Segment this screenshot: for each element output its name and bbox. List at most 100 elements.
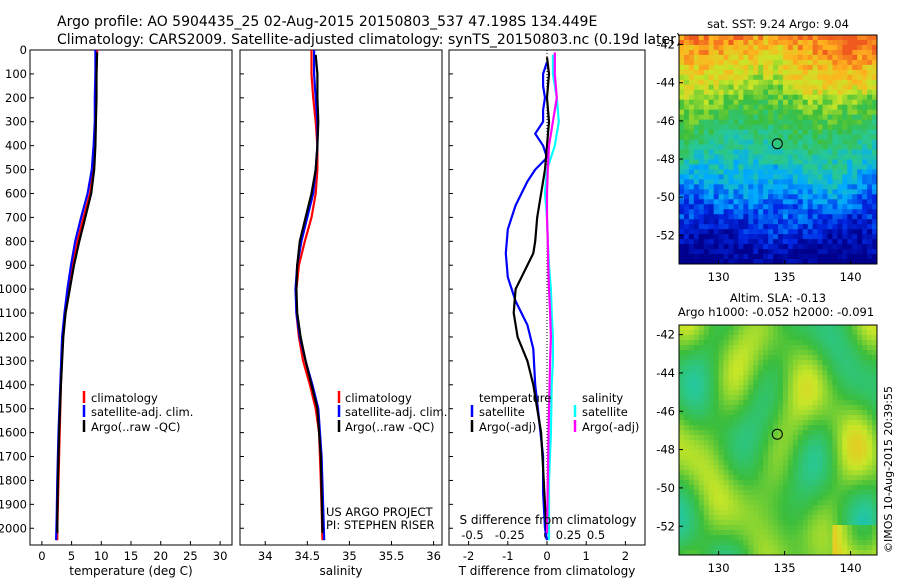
heatmap-cell: [802, 520, 809, 526]
heatmap-cell: [797, 380, 804, 386]
heatmap-cell: [867, 59, 873, 66]
heatmap-cell: [713, 169, 719, 175]
heatmap-cell: [703, 179, 710, 185]
heatmap-cell: [703, 450, 710, 456]
heatmap-cell: [748, 49, 754, 56]
heatmap-cell: [807, 445, 814, 451]
heatmap-cell: [857, 375, 863, 381]
heatmap-cell: [832, 44, 838, 51]
heatmap-cell: [733, 500, 739, 506]
heatmap-cell: [728, 134, 734, 140]
heatmap-cell: [738, 525, 744, 531]
heatmap-cell: [797, 485, 804, 491]
heatmap-cell: [792, 134, 799, 140]
heatmap-cell: [832, 99, 838, 106]
heatmap-cell: [837, 194, 843, 200]
heatmap-cell: [683, 405, 690, 411]
heatmap-cell: [738, 430, 744, 436]
heatmap-cell: [807, 219, 814, 225]
heatmap-cell: [713, 445, 719, 451]
heatmap-cell: [753, 204, 759, 210]
heatmap-cell: [693, 335, 700, 341]
heatmap-cell: [867, 395, 873, 401]
heatmap-cell: [683, 380, 690, 386]
heatmap-cell: [812, 109, 818, 116]
heatmap-cell: [792, 335, 799, 341]
heatmap-cell: [713, 204, 719, 210]
heatmap-cell: [718, 345, 724, 351]
heatmap-cell: [778, 420, 784, 426]
heatmap-cell: [787, 355, 794, 361]
heatmap-cell: [832, 490, 838, 496]
heatmap-cell: [792, 375, 799, 381]
heatmap-cell: [852, 500, 858, 506]
heatmap-cell: [768, 199, 774, 205]
heatmap-cell: [812, 199, 818, 205]
heatmap-cell: [679, 550, 685, 555]
heatmap-cell: [797, 325, 804, 331]
heatmap-cell: [847, 330, 853, 336]
heatmap-cell: [842, 335, 848, 341]
heatmap-cell: [778, 405, 784, 411]
heatmap-cell: [753, 355, 759, 361]
heatmap-cell: [728, 184, 734, 190]
heatmap-cell: [733, 350, 739, 356]
heatmap-cell: [698, 104, 705, 111]
heatmap-cell: [782, 119, 789, 126]
heatmap-cell: [753, 530, 759, 536]
heatmap-cell: [758, 94, 764, 101]
heatmap-cell: [797, 455, 804, 461]
heatmap-cell: [857, 430, 863, 436]
heatmap-cell: [817, 510, 823, 516]
heatmap-cell: [852, 390, 858, 396]
heatmap-cell: [738, 134, 744, 140]
heatmap-cell: [728, 430, 734, 436]
heatmap-cell: [693, 350, 700, 356]
temperature-panel: 0100200300400500600700800900100011001200…: [0, 43, 233, 578]
heatmap-cell: [693, 229, 700, 235]
heatmap-cell: [698, 330, 705, 336]
heatmap-cell: [827, 415, 833, 421]
heatmap-cell: [857, 84, 863, 91]
heatmap-cell: [832, 149, 838, 155]
heatmap-cell: [743, 345, 749, 351]
heatmap-cell: [832, 540, 838, 546]
heatmap-cell: [778, 134, 784, 140]
heatmap-cell: [738, 510, 744, 516]
heatmap-cell: [703, 550, 710, 555]
heatmap-cell: [688, 139, 695, 145]
heatmap-cell: [797, 470, 804, 476]
heatmap-cell: [773, 525, 779, 531]
heatmap-cell: [703, 214, 710, 220]
heatmap-cell: [733, 325, 739, 331]
heatmap-cell: [782, 435, 789, 441]
heatmap-cell: [758, 154, 764, 160]
heatmap-cell: [778, 440, 784, 446]
heatmap-cell: [847, 385, 853, 391]
heatmap-cell: [768, 84, 774, 91]
heatmap-cell: [768, 475, 774, 481]
heatmap-cell: [713, 490, 719, 496]
heatmap-cell: [688, 179, 695, 185]
heatmap-cell: [733, 495, 739, 501]
heatmap-cell: [778, 410, 784, 416]
heatmap-cell: [758, 159, 764, 165]
heatmap-cell: [708, 515, 715, 521]
heatmap-cell: [802, 435, 809, 441]
heatmap-cell: [679, 495, 685, 501]
heatmap-cell: [847, 239, 853, 245]
heatmap-cell: [822, 475, 828, 481]
heatmap-cell: [847, 159, 853, 165]
heatmap-cell: [758, 380, 764, 386]
heatmap-cell: [867, 385, 873, 391]
heatmap-cell: [787, 219, 794, 225]
heatmap-cell: [812, 405, 818, 411]
heatmap-cell: [852, 164, 858, 170]
heatmap-cell: [862, 154, 868, 160]
heatmap-cell: [837, 500, 843, 506]
heatmap-cell: [807, 350, 814, 356]
heatmap-cell: [713, 209, 719, 215]
heatmap-cell: [723, 535, 729, 541]
heatmap-cell: [758, 109, 764, 116]
heatmap-cell: [683, 134, 690, 140]
